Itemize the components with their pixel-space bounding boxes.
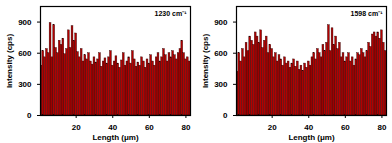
svg-text:600: 600: [214, 49, 228, 58]
svg-text:40: 40: [108, 123, 117, 132]
svg-text:0: 0: [223, 111, 228, 120]
svg-text:300: 300: [18, 80, 32, 89]
svg-text:Length (μm): Length (μm): [92, 133, 139, 142]
svg-text:1598 cm⁻¹: 1598 cm⁻¹: [351, 10, 384, 17]
svg-text:Intensity (cps): Intensity (cps): [201, 34, 210, 89]
svg-text:80: 80: [181, 123, 190, 132]
svg-text:40: 40: [304, 123, 313, 132]
svg-text:60: 60: [145, 123, 154, 132]
svg-text:80: 80: [377, 123, 386, 132]
svg-text:900: 900: [214, 18, 228, 27]
svg-text:900: 900: [18, 18, 32, 27]
svg-text:600: 600: [18, 49, 32, 58]
svg-text:0: 0: [27, 111, 32, 120]
svg-text:Intensity (cps): Intensity (cps): [5, 34, 14, 89]
svg-text:1230 cm⁻¹: 1230 cm⁻¹: [155, 10, 188, 17]
svg-text:60: 60: [341, 123, 350, 132]
svg-text:300: 300: [214, 80, 228, 89]
svg-text:20: 20: [72, 123, 81, 132]
svg-text:Length (μm): Length (μm): [288, 133, 335, 142]
svg-text:20: 20: [268, 123, 277, 132]
